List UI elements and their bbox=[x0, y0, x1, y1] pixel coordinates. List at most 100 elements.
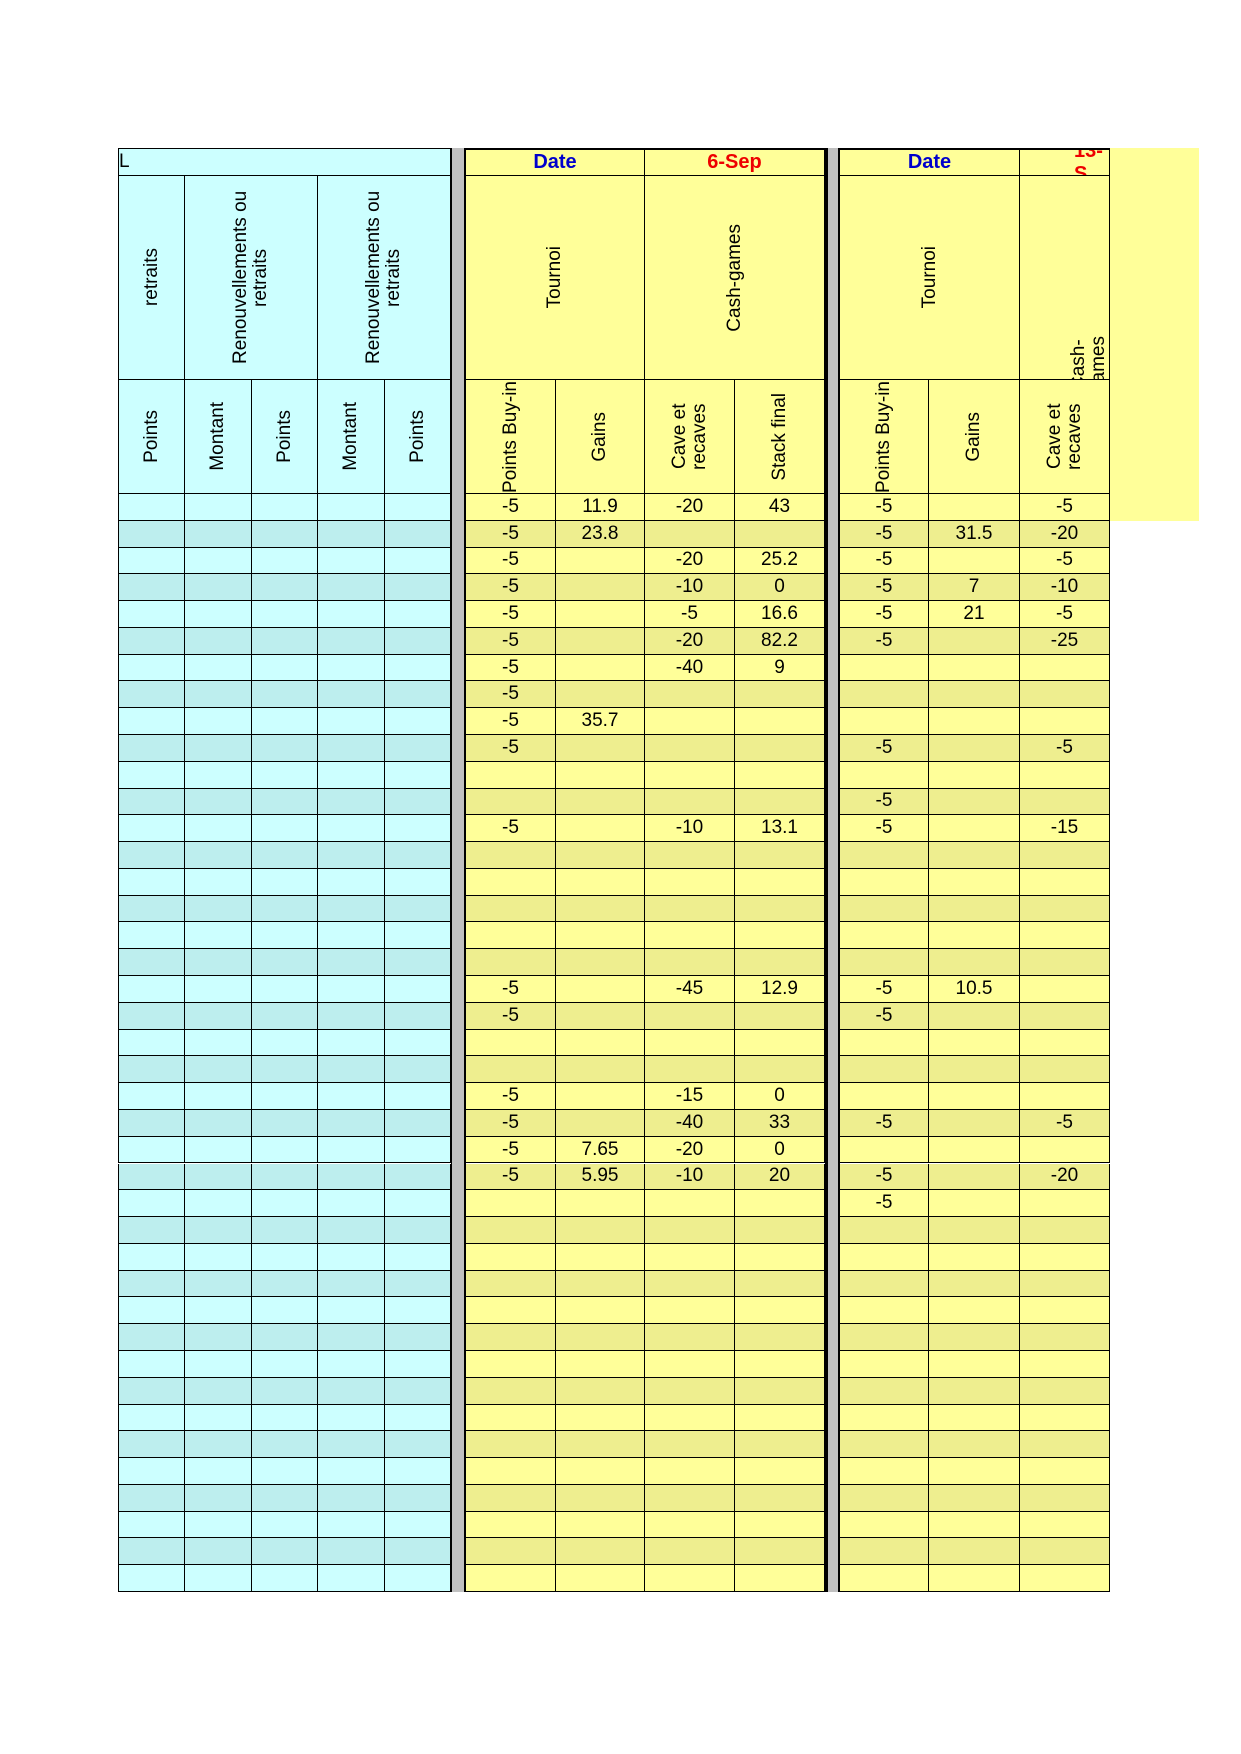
table-cell[interactable] bbox=[185, 842, 252, 869]
table-cell[interactable]: -15 bbox=[1020, 815, 1110, 843]
table-cell[interactable] bbox=[929, 895, 1020, 923]
table-cell[interactable]: -5 bbox=[840, 547, 929, 575]
table-cell[interactable] bbox=[185, 1056, 252, 1084]
table-cell[interactable]: 33 bbox=[735, 1109, 825, 1137]
table-cell[interactable] bbox=[466, 1431, 556, 1459]
table-cell[interactable] bbox=[1020, 842, 1110, 869]
table-cell[interactable] bbox=[318, 1056, 385, 1084]
table-cell[interactable] bbox=[385, 547, 451, 575]
table-cell[interactable] bbox=[385, 601, 451, 628]
table-cell[interactable] bbox=[118, 1029, 185, 1057]
table-cell[interactable] bbox=[318, 1431, 385, 1459]
table-cell[interactable]: 0 bbox=[735, 1083, 825, 1110]
table-cell[interactable] bbox=[466, 1484, 556, 1512]
table-cell[interactable] bbox=[645, 1377, 735, 1405]
table-cell[interactable] bbox=[318, 1243, 385, 1271]
table-cell[interactable] bbox=[929, 708, 1020, 735]
table-cell[interactable] bbox=[118, 1431, 185, 1459]
table-cell[interactable] bbox=[185, 1190, 252, 1218]
table-cell[interactable] bbox=[185, 761, 252, 789]
table-cell[interactable] bbox=[466, 1377, 556, 1405]
table-cell[interactable] bbox=[556, 1458, 645, 1485]
table-cell[interactable] bbox=[318, 1217, 385, 1244]
table-cell[interactable] bbox=[185, 1377, 252, 1405]
table-cell[interactable] bbox=[185, 1431, 252, 1459]
table-cell[interactable] bbox=[252, 547, 318, 575]
table-cell[interactable] bbox=[556, 1190, 645, 1218]
table-cell[interactable] bbox=[735, 922, 825, 950]
table-cell[interactable] bbox=[840, 949, 929, 977]
table-cell[interactable]: -5 bbox=[840, 494, 929, 521]
table-cell[interactable]: -20 bbox=[645, 627, 735, 655]
table-cell[interactable]: -5 bbox=[466, 627, 556, 655]
table-cell[interactable] bbox=[735, 1324, 825, 1351]
table-cell[interactable]: 0 bbox=[735, 574, 825, 602]
table-cell[interactable] bbox=[645, 1511, 735, 1539]
table-cell[interactable] bbox=[185, 1538, 252, 1566]
table-cell[interactable] bbox=[252, 922, 318, 950]
table-cell[interactable] bbox=[929, 1324, 1020, 1351]
table-cell[interactable] bbox=[466, 1565, 556, 1592]
table-cell[interactable] bbox=[645, 788, 735, 816]
table-cell[interactable] bbox=[185, 1511, 252, 1539]
table-cell[interactable] bbox=[735, 1538, 825, 1566]
table-cell[interactable] bbox=[645, 868, 735, 896]
table-cell[interactable] bbox=[252, 1056, 318, 1084]
table-cell[interactable] bbox=[929, 815, 1020, 843]
table-cell[interactable] bbox=[735, 1002, 825, 1030]
table-cell[interactable]: -20 bbox=[1020, 1163, 1110, 1191]
table-cell[interactable] bbox=[318, 788, 385, 816]
table-cell[interactable] bbox=[118, 627, 185, 655]
table-cell[interactable] bbox=[185, 735, 252, 762]
table-cell[interactable] bbox=[735, 1056, 825, 1084]
table-cell[interactable] bbox=[840, 1270, 929, 1298]
table-cell[interactable] bbox=[929, 1270, 1020, 1298]
table-cell[interactable] bbox=[118, 1565, 185, 1592]
table-cell[interactable] bbox=[645, 1350, 735, 1378]
table-cell[interactable] bbox=[252, 1029, 318, 1057]
table-cell[interactable] bbox=[185, 788, 252, 816]
table-cell[interactable] bbox=[466, 1217, 556, 1244]
table-cell[interactable] bbox=[252, 1217, 318, 1244]
table-cell[interactable] bbox=[556, 654, 645, 682]
table-cell[interactable] bbox=[252, 601, 318, 628]
table-cell[interactable] bbox=[645, 922, 735, 950]
table-cell[interactable] bbox=[385, 949, 451, 977]
table-cell[interactable] bbox=[645, 708, 735, 735]
table-cell[interactable] bbox=[118, 520, 185, 548]
table-cell[interactable] bbox=[645, 1002, 735, 1030]
table-cell[interactable] bbox=[118, 1484, 185, 1512]
table-cell[interactable] bbox=[466, 1243, 556, 1271]
table-cell[interactable] bbox=[735, 868, 825, 896]
table-cell[interactable] bbox=[556, 868, 645, 896]
table-cell[interactable] bbox=[252, 1324, 318, 1351]
table-cell[interactable] bbox=[118, 1350, 185, 1378]
table-cell[interactable] bbox=[840, 868, 929, 896]
table-cell[interactable] bbox=[318, 601, 385, 628]
table-cell[interactable]: -25 bbox=[1020, 627, 1110, 655]
table-cell[interactable] bbox=[929, 1297, 1020, 1325]
table-cell[interactable] bbox=[385, 1163, 451, 1191]
table-cell[interactable] bbox=[318, 1297, 385, 1325]
table-cell[interactable]: -5 bbox=[840, 976, 929, 1003]
table-cell[interactable] bbox=[735, 1377, 825, 1405]
table-cell[interactable] bbox=[556, 1270, 645, 1298]
table-cell[interactable] bbox=[735, 1511, 825, 1539]
table-cell[interactable]: 31.5 bbox=[929, 520, 1020, 548]
table-cell[interactable] bbox=[118, 1217, 185, 1244]
table-cell[interactable] bbox=[466, 1458, 556, 1485]
table-cell[interactable] bbox=[645, 1190, 735, 1218]
table-cell[interactable] bbox=[466, 895, 556, 923]
table-cell[interactable] bbox=[929, 681, 1020, 709]
table-cell[interactable] bbox=[929, 1458, 1020, 1485]
table-cell[interactable] bbox=[556, 627, 645, 655]
table-cell[interactable] bbox=[318, 1565, 385, 1592]
table-cell[interactable] bbox=[556, 1056, 645, 1084]
table-cell[interactable] bbox=[1020, 708, 1110, 735]
table-cell[interactable] bbox=[556, 895, 645, 923]
table-cell[interactable]: -5 bbox=[466, 1163, 556, 1191]
table-cell[interactable] bbox=[929, 1056, 1020, 1084]
table-cell[interactable] bbox=[118, 1297, 185, 1325]
table-cell[interactable] bbox=[385, 1243, 451, 1271]
table-cell[interactable] bbox=[929, 1511, 1020, 1539]
